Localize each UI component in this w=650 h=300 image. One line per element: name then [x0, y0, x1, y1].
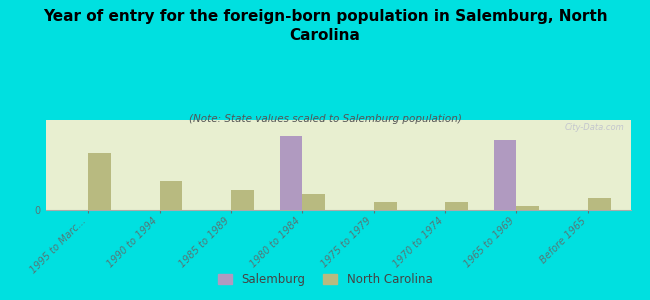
Bar: [88, 153, 111, 210]
Bar: [302, 194, 325, 210]
Bar: [493, 140, 516, 210]
Bar: [280, 136, 302, 210]
Bar: [374, 202, 396, 210]
Bar: [231, 190, 254, 210]
Bar: [160, 182, 183, 210]
Text: Year of entry for the foreign-born population in Salemburg, North
Carolina: Year of entry for the foreign-born popul…: [43, 9, 607, 43]
Legend: Salemburg, North Carolina: Salemburg, North Carolina: [213, 269, 437, 291]
Text: (Note: State values scaled to Salemburg population): (Note: State values scaled to Salemburg …: [188, 114, 462, 124]
Bar: [516, 206, 540, 210]
Bar: [588, 198, 610, 210]
Text: City-Data.com: City-Data.com: [565, 123, 625, 132]
Bar: [445, 202, 468, 210]
